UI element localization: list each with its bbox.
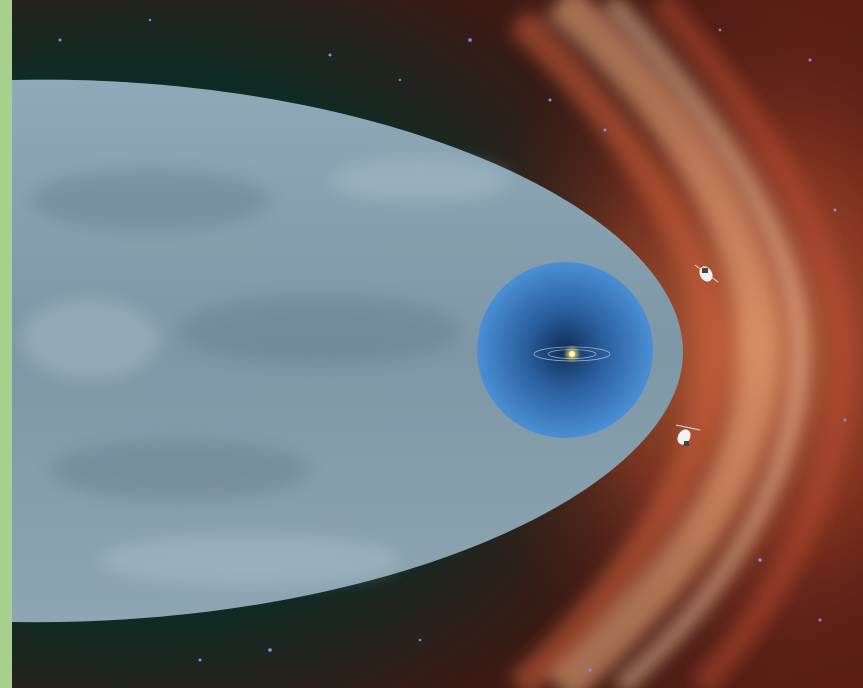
stars [58,18,847,672]
left-border [0,0,12,688]
sun [569,351,575,357]
voyager-2 [675,424,701,446]
voyager-1 [694,264,719,283]
sheath-texture [20,158,510,585]
bow-wave [509,0,859,688]
